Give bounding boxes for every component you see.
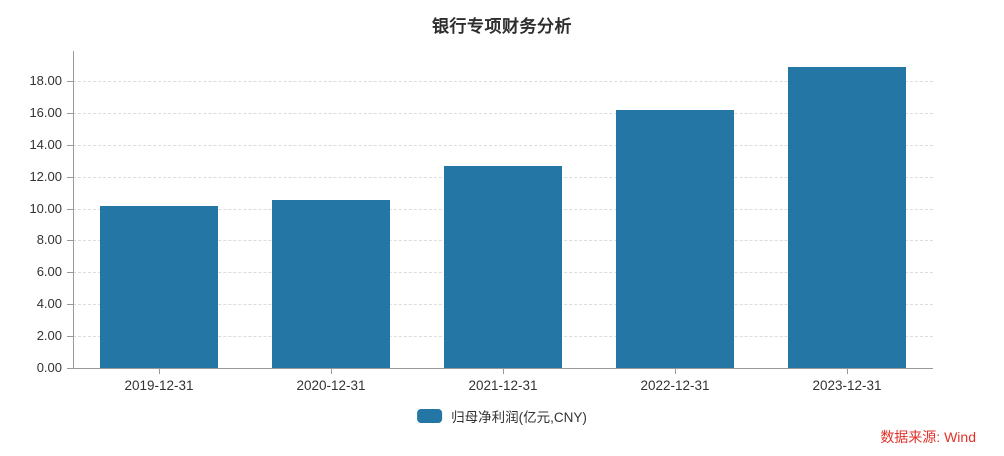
y-axis-tick-label: 8.00 (36, 232, 62, 248)
x-axis-tick (847, 368, 848, 374)
gridline (73, 144, 933, 146)
gridline (73, 81, 933, 82)
gridline (73, 112, 933, 114)
y-axis-tick-label: 18.00 (29, 73, 62, 88)
y-axis-tick (67, 368, 73, 369)
y-axis-line (73, 51, 74, 368)
bar[interactable] (100, 206, 218, 368)
legend-swatch-icon[interactable] (417, 409, 443, 423)
y-axis-tick-label: 16.00 (29, 104, 62, 120)
x-axis-tick (331, 368, 332, 374)
bar[interactable] (272, 199, 390, 368)
bar[interactable] (444, 165, 562, 368)
y-axis-tick (67, 112, 73, 114)
y-axis-tick (67, 272, 73, 274)
y-axis-tick (67, 240, 73, 242)
bar[interactable] (616, 109, 734, 368)
y-axis-tick-label: 2.00 (36, 328, 62, 344)
y-axis-tick (67, 304, 73, 306)
y-axis-tick-label: 4.00 (36, 296, 62, 312)
data-source-label: 数据来源: Wind (880, 429, 976, 445)
y-axis-tick-label: 14.00 (29, 136, 62, 152)
y-axis-tick (67, 176, 73, 178)
legend-item[interactable]: 归母净利润(亿元,CNY) (417, 406, 587, 426)
y-axis-tick-label: 12.00 (29, 168, 62, 184)
x-axis-tick-label: 2022-12-31 (640, 378, 710, 393)
x-axis-tick-label: 2020-12-31 (296, 378, 366, 393)
x-axis-tick (159, 368, 160, 374)
y-axis-tick-label: 6.00 (36, 264, 62, 280)
x-axis-tick-label: 2019-12-31 (124, 378, 194, 393)
y-axis-tick (67, 208, 73, 210)
x-axis-tick (675, 368, 676, 374)
bar[interactable] (788, 66, 906, 368)
y-axis-tick (67, 144, 73, 146)
x-axis-tick (503, 368, 504, 374)
chart-title: 银行专项财务分析 (432, 17, 572, 36)
x-axis-tick-label: 2021-12-31 (468, 378, 538, 393)
y-axis-tick-label: 10.00 (29, 200, 62, 216)
y-axis-tick-label: 0.00 (36, 360, 62, 375)
legend-label: 归母净利润(亿元,CNY) (451, 410, 587, 425)
y-axis-tick (67, 81, 73, 82)
x-axis-tick-label: 2023-12-31 (812, 378, 882, 393)
y-axis-tick (67, 336, 73, 338)
